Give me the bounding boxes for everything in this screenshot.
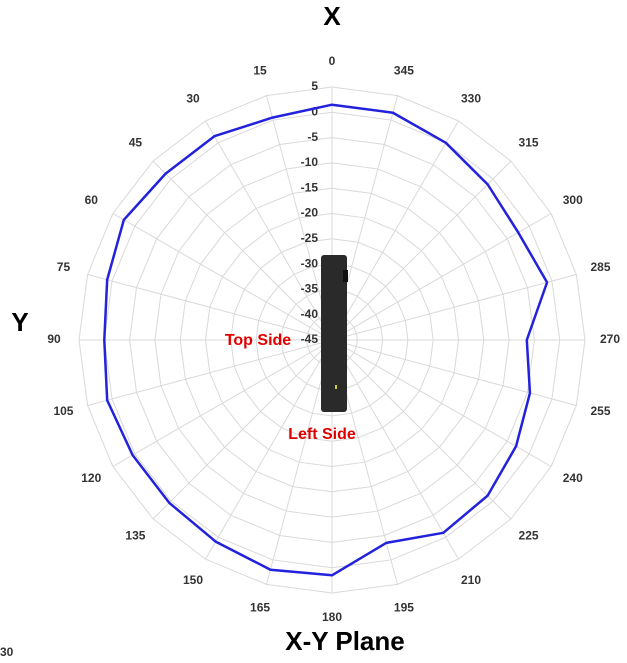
- spoke: [331, 160, 512, 341]
- angle-label: 270: [600, 332, 620, 346]
- angle-label: 30: [186, 91, 200, 105]
- r-tick-label: -25: [301, 231, 319, 245]
- device-body: [321, 255, 347, 412]
- angle-label: 300: [563, 193, 583, 207]
- fragment-label: 30: [0, 645, 14, 659]
- angle-label: 315: [519, 136, 539, 150]
- r-tick-label: -30: [301, 256, 319, 270]
- spoke: [331, 339, 552, 467]
- r-tick-label: -5: [307, 130, 318, 144]
- r-tick-label: 0: [311, 104, 318, 118]
- angle-label: 75: [57, 260, 71, 274]
- angle-label: 150: [183, 573, 203, 587]
- series-line: [103, 103, 549, 577]
- r-tick-label: -20: [301, 206, 319, 220]
- spoke: [331, 274, 577, 341]
- angle-label: 120: [81, 471, 101, 485]
- angle-label: 330: [461, 91, 481, 105]
- spoke: [331, 339, 577, 406]
- caption: X-Y Plane: [285, 626, 404, 656]
- angle-label: 240: [563, 471, 583, 485]
- angle-label: 210: [461, 573, 481, 587]
- angle-label: 90: [47, 332, 61, 346]
- spoke: [112, 213, 333, 341]
- spoke: [331, 213, 552, 341]
- device-button: [343, 270, 348, 282]
- angle-label: 195: [394, 601, 414, 615]
- r-tick-label: -45: [301, 332, 319, 346]
- spoke: [152, 160, 333, 341]
- angle-label: 255: [591, 404, 611, 418]
- spoke: [87, 274, 333, 341]
- angle-label: 105: [53, 404, 73, 418]
- angle-label: 225: [519, 529, 539, 543]
- annotation: Top Side: [225, 332, 291, 349]
- device-led: [335, 385, 337, 389]
- angle-label: 180: [322, 610, 342, 624]
- spoke: [152, 339, 333, 520]
- r-tick-label: 5: [311, 79, 318, 93]
- spoke: [331, 120, 459, 341]
- chart-title: X: [323, 1, 341, 31]
- angle-label: 285: [591, 260, 611, 274]
- angle-label: 60: [85, 193, 99, 207]
- spoke: [205, 339, 333, 560]
- r-tick-label: -40: [301, 307, 319, 321]
- spoke: [87, 339, 333, 406]
- annotation: Left Side: [288, 426, 356, 443]
- angle-label: 15: [253, 64, 267, 78]
- spoke: [205, 120, 333, 341]
- angle-label: 135: [125, 529, 145, 543]
- angle-label: 45: [129, 136, 143, 150]
- device: [321, 255, 348, 412]
- y-axis-label: Y: [11, 307, 28, 337]
- angle-label: 345: [394, 64, 414, 78]
- r-tick-label: -10: [301, 155, 319, 169]
- angle-label: 165: [250, 601, 270, 615]
- angle-label: 0: [329, 54, 336, 68]
- spoke: [112, 339, 333, 467]
- spoke: [331, 339, 512, 520]
- r-tick-label: -35: [301, 282, 319, 296]
- r-tick-label: -15: [301, 180, 319, 194]
- spoke: [331, 339, 459, 560]
